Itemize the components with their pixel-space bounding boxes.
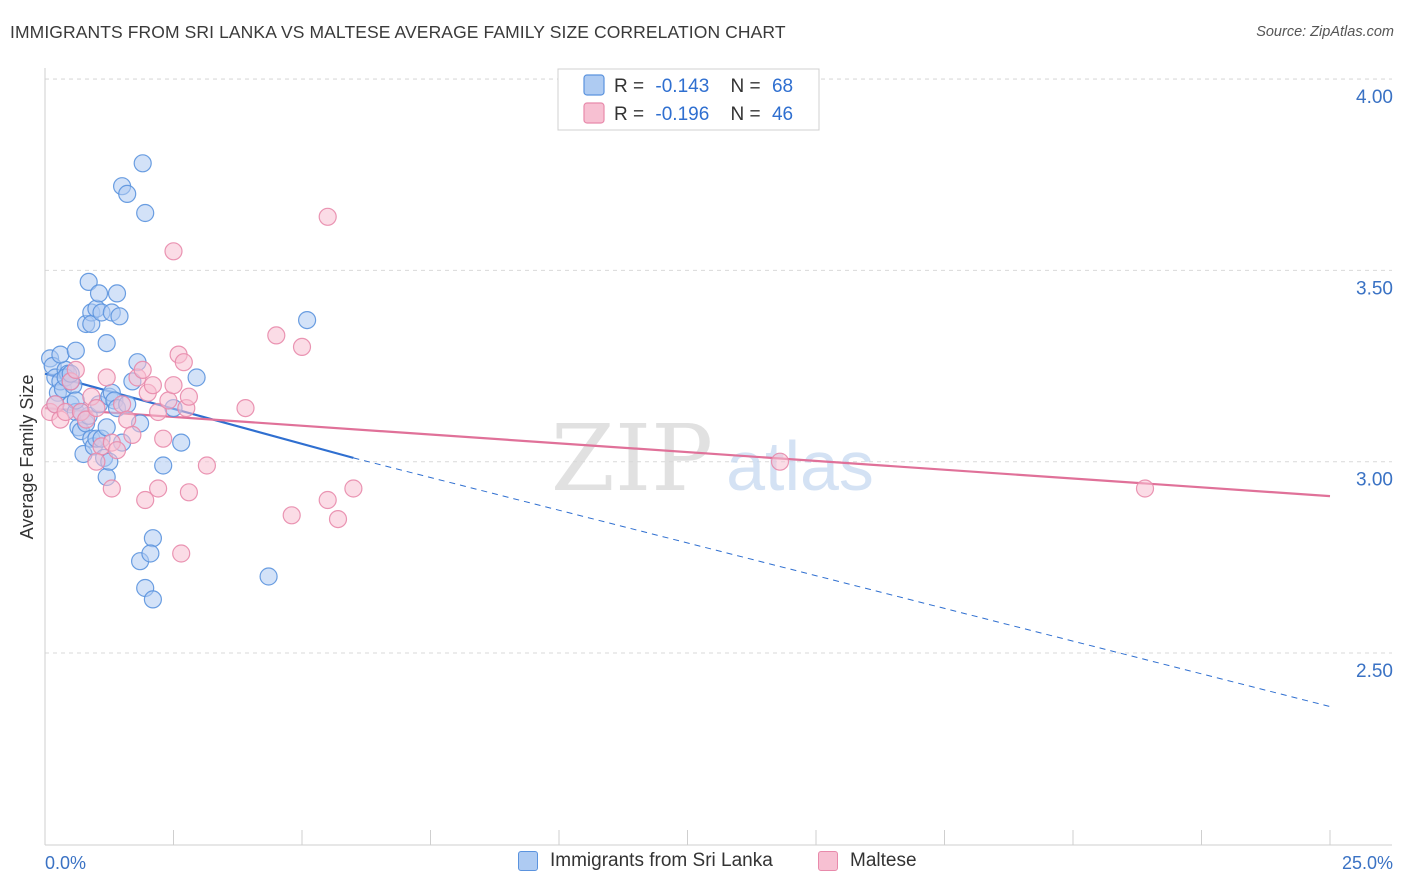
gridlines xyxy=(45,78,1392,654)
point-maltese-42 xyxy=(318,490,337,510)
point-maltese-41 xyxy=(318,207,337,226)
legend-swatch-blue xyxy=(583,74,605,96)
point-maltese-34 xyxy=(197,456,216,475)
point-maltese-20 xyxy=(143,376,162,395)
point-sri-lanka-55 xyxy=(141,544,160,563)
point-maltese-44 xyxy=(344,479,363,498)
watermark-zip: ZIP xyxy=(551,405,713,512)
point-maltese-32 xyxy=(149,479,168,498)
tick-labels: 2.50 3.00 3.50 4.00 0.0% 25.0% xyxy=(45,87,1393,873)
point-maltese-39 xyxy=(282,506,301,525)
legend-n-label-1: N = xyxy=(731,76,761,97)
point-sri-lanka-61 xyxy=(136,203,155,223)
point-maltese-38 xyxy=(267,326,286,345)
point-maltese-16 xyxy=(123,425,142,444)
point-maltese-24 xyxy=(164,376,183,395)
point-maltese-15 xyxy=(118,410,137,429)
point-maltese-5 xyxy=(66,360,85,379)
point-maltese-18 xyxy=(133,360,152,379)
point-sri-lanka-38 xyxy=(89,284,109,303)
watermark: ZIP atlas xyxy=(551,405,874,512)
point-maltese-43 xyxy=(328,509,348,529)
point-maltese-30 xyxy=(102,479,121,498)
point-maltese-40 xyxy=(292,337,312,356)
point-sri-lanka-59 xyxy=(118,184,137,203)
point-maltese-29 xyxy=(87,452,106,471)
x-tick-label-0: 0.0% xyxy=(45,853,86,873)
trend-lines xyxy=(44,372,1331,708)
point-sri-lanka-44 xyxy=(66,341,85,360)
point-sri-lanka-62 xyxy=(259,567,278,586)
legend-n-value-2: 46 xyxy=(772,104,793,125)
y-tick-label-1: 3.00 xyxy=(1356,470,1393,491)
point-sri-lanka-22 xyxy=(97,418,116,437)
point-sri-lanka-43 xyxy=(110,307,129,326)
watermark-atlas: atlas xyxy=(726,427,874,505)
y-tick-label-2: 3.50 xyxy=(1356,278,1393,299)
point-maltese-9 xyxy=(87,399,106,418)
point-sri-lanka-51 xyxy=(172,433,191,452)
svg-text:R = -0.196 N =: R = -0.196 N = 46 xyxy=(614,104,793,125)
point-maltese-7 xyxy=(76,410,96,429)
point-maltese-37 xyxy=(236,399,255,418)
stats-legend: R = -0.143 N = 68 R = -0.196 N = 46 xyxy=(557,68,820,131)
point-maltese-46 xyxy=(1135,479,1155,498)
legend-r-value-1: -0.143 xyxy=(655,76,709,97)
point-maltese-31 xyxy=(136,490,155,510)
trend-line-sri-lanka-extension xyxy=(353,457,1331,708)
point-sri-lanka-30 xyxy=(51,345,70,364)
point-maltese-23 xyxy=(159,391,178,410)
legend-item-maltese[interactable]: Maltese xyxy=(818,850,917,872)
point-maltese-45 xyxy=(770,452,790,471)
point-sri-lanka-40 xyxy=(97,334,116,353)
y-tick-label-3: 4.00 xyxy=(1356,87,1393,108)
trend-line-maltese xyxy=(44,407,1331,498)
legend-swatch-pink xyxy=(583,102,605,124)
legend-r-label-1: R = xyxy=(614,76,644,97)
point-maltese-11 xyxy=(97,368,116,387)
point-maltese-13 xyxy=(107,441,127,460)
point-sri-lanka-57 xyxy=(143,590,162,609)
legend-item-sri-lanka[interactable]: Immigrants from Sri Lanka xyxy=(518,850,773,872)
chart-title: IMMIGRANTS FROM SRI LANKA VS MALTESE AVE… xyxy=(10,22,786,42)
legend-label-maltese: Maltese xyxy=(850,850,917,871)
x-tick-label-1: 25.0% xyxy=(1342,853,1393,873)
point-maltese-28 xyxy=(179,387,198,406)
axes xyxy=(44,68,1392,846)
point-maltese-22 xyxy=(154,429,173,448)
point-sri-lanka-35 xyxy=(79,272,98,291)
point-sri-lanka-42 xyxy=(107,284,127,303)
trend-line-sri-lanka xyxy=(44,372,354,459)
point-sri-lanka-53 xyxy=(143,529,162,548)
data-points xyxy=(40,154,1155,609)
legend-r-label-2: R = xyxy=(614,104,644,125)
source-label: Source: ZipAtlas.com xyxy=(1256,24,1394,40)
legend-r-value-2: -0.196 xyxy=(655,104,709,125)
point-sri-lanka-60 xyxy=(133,154,152,173)
point-sri-lanka-63 xyxy=(298,311,317,330)
legend-label-sri-lanka: Immigrants from Sri Lanka xyxy=(550,850,773,871)
point-maltese-14 xyxy=(112,395,132,414)
point-maltese-26 xyxy=(174,353,193,372)
svg-text:R = -0.143 N =: R = -0.143 N = 68 xyxy=(614,76,793,97)
series-legend: Immigrants from Sri Lanka Maltese xyxy=(0,850,1406,880)
point-maltese-36 xyxy=(164,242,183,261)
point-maltese-3 xyxy=(56,402,75,422)
legend-swatch-maltese xyxy=(818,851,838,871)
legend-n-value-1: 68 xyxy=(772,76,793,97)
point-maltese-21 xyxy=(149,402,168,422)
legend-swatch-sri-lanka xyxy=(518,851,538,871)
y-axis-label: Average Family Size xyxy=(17,375,37,540)
point-sri-lanka-52 xyxy=(187,368,206,387)
point-maltese-33 xyxy=(179,483,198,502)
y-tick-label-0: 2.50 xyxy=(1356,661,1393,682)
point-maltese-35 xyxy=(172,544,191,563)
point-sri-lanka-49 xyxy=(154,456,173,475)
legend-n-label-2: N = xyxy=(731,104,761,125)
